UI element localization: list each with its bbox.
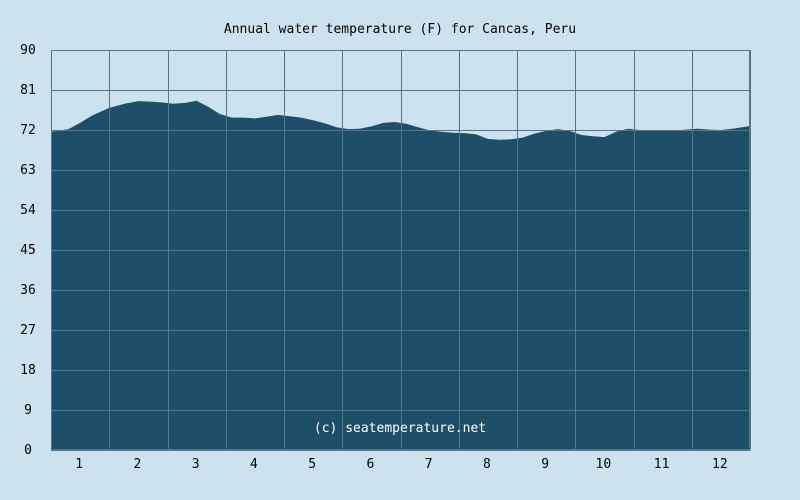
plot-area — [51, 50, 751, 451]
y-tick-label: 54 — [20, 203, 36, 218]
credit-watermark: (c) seatemperature.net — [314, 421, 486, 436]
y-axis: 0 9 18 27 36 45 54 63 72 81 90 — [20, 43, 36, 458]
y-tick-label: 90 — [20, 43, 36, 58]
y-tick-label: 0 — [24, 443, 32, 458]
y-tick-label: 72 — [20, 123, 36, 138]
y-tick-label: 9 — [24, 403, 32, 418]
y-tick-label: 81 — [20, 83, 36, 98]
x-tick-label: 10 — [596, 457, 612, 472]
y-tick-label: 63 — [20, 163, 36, 178]
x-tick-label: 6 — [366, 457, 374, 472]
x-axis: 1 2 3 4 5 6 7 8 9 10 11 12 — [75, 457, 727, 472]
y-tick-label: 45 — [20, 243, 36, 258]
x-tick-label: 12 — [712, 457, 728, 472]
x-tick-label: 11 — [654, 457, 670, 472]
x-tick-label: 8 — [483, 457, 491, 472]
x-tick-label: 2 — [133, 457, 141, 472]
chart-title: Annual water temperature (F) for Cancas,… — [224, 22, 576, 37]
y-tick-label: 36 — [20, 283, 36, 298]
x-tick-label: 7 — [425, 457, 433, 472]
y-tick-label: 18 — [20, 363, 36, 378]
y-tick-label: 27 — [20, 323, 36, 338]
plot-border — [51, 50, 750, 450]
x-tick-label: 4 — [250, 457, 258, 472]
x-tick-label: 5 — [308, 457, 316, 472]
x-tick-label: 1 — [75, 457, 83, 472]
temperature-area — [51, 100, 750, 450]
x-tick-label: 3 — [192, 457, 200, 472]
x-tick-label: 9 — [541, 457, 549, 472]
